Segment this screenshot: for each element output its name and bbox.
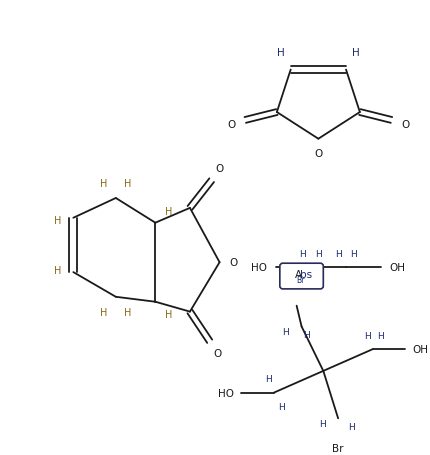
Text: O: O [227,120,235,130]
Text: H: H [314,275,321,284]
Text: H: H [302,330,309,339]
Text: O: O [229,258,237,268]
Text: A: A [295,269,301,279]
Text: H: H [298,275,305,284]
Text: H: H [318,419,325,428]
Text: H: H [54,266,61,276]
FancyBboxPatch shape [279,263,322,289]
Text: Br: Br [332,443,343,453]
Text: O: O [400,120,408,130]
Text: H: H [54,215,61,225]
Text: H: H [376,331,383,340]
Text: H: H [124,307,131,317]
Text: H: H [282,327,289,336]
Text: H: H [100,179,108,189]
Text: HO: HO [218,388,234,398]
Text: H: H [276,48,284,58]
Text: H: H [363,331,370,340]
Text: O: O [215,164,223,174]
Text: O: O [213,349,221,359]
Text: H: H [334,249,341,258]
Text: H: H [100,307,108,317]
Text: H: H [165,207,172,217]
Text: OH: OH [411,344,427,354]
Text: O: O [313,148,322,158]
Text: bs: bs [300,269,312,279]
Text: H: H [265,374,272,384]
Text: H: H [298,249,305,258]
Text: Br: Br [296,275,304,284]
Text: H: H [314,249,321,258]
Text: H: H [351,48,359,58]
Text: H: H [348,422,354,431]
Text: H: H [278,402,285,411]
Text: H: H [350,249,356,258]
Text: HO: HO [251,263,267,273]
Text: H: H [165,309,172,319]
Text: H: H [124,179,131,189]
Text: OH: OH [388,263,405,273]
